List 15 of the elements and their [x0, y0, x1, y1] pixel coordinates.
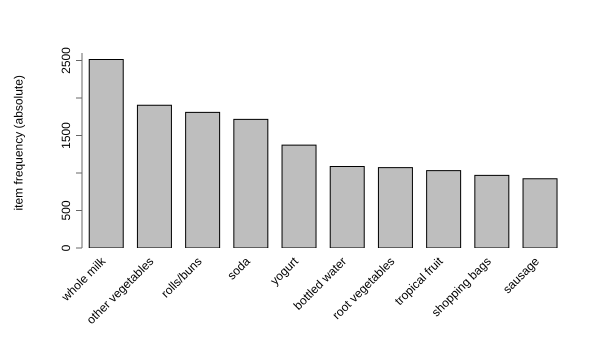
y-tick-label: 500: [59, 200, 73, 221]
y-axis-title: item frequency (absolute): [11, 75, 26, 210]
bar: [136, 104, 172, 248]
bar: [426, 170, 462, 248]
bar: [185, 112, 220, 248]
bar: [522, 178, 558, 248]
bar: [282, 144, 317, 248]
bar: [233, 118, 268, 248]
bar: [88, 59, 124, 248]
y-tick-label: 1500: [59, 122, 73, 149]
bar: [330, 166, 365, 248]
y-tick-label: 2500: [59, 46, 73, 74]
bar: [378, 167, 413, 248]
bar: [474, 174, 510, 248]
y-tick-label: 0: [59, 244, 73, 252]
